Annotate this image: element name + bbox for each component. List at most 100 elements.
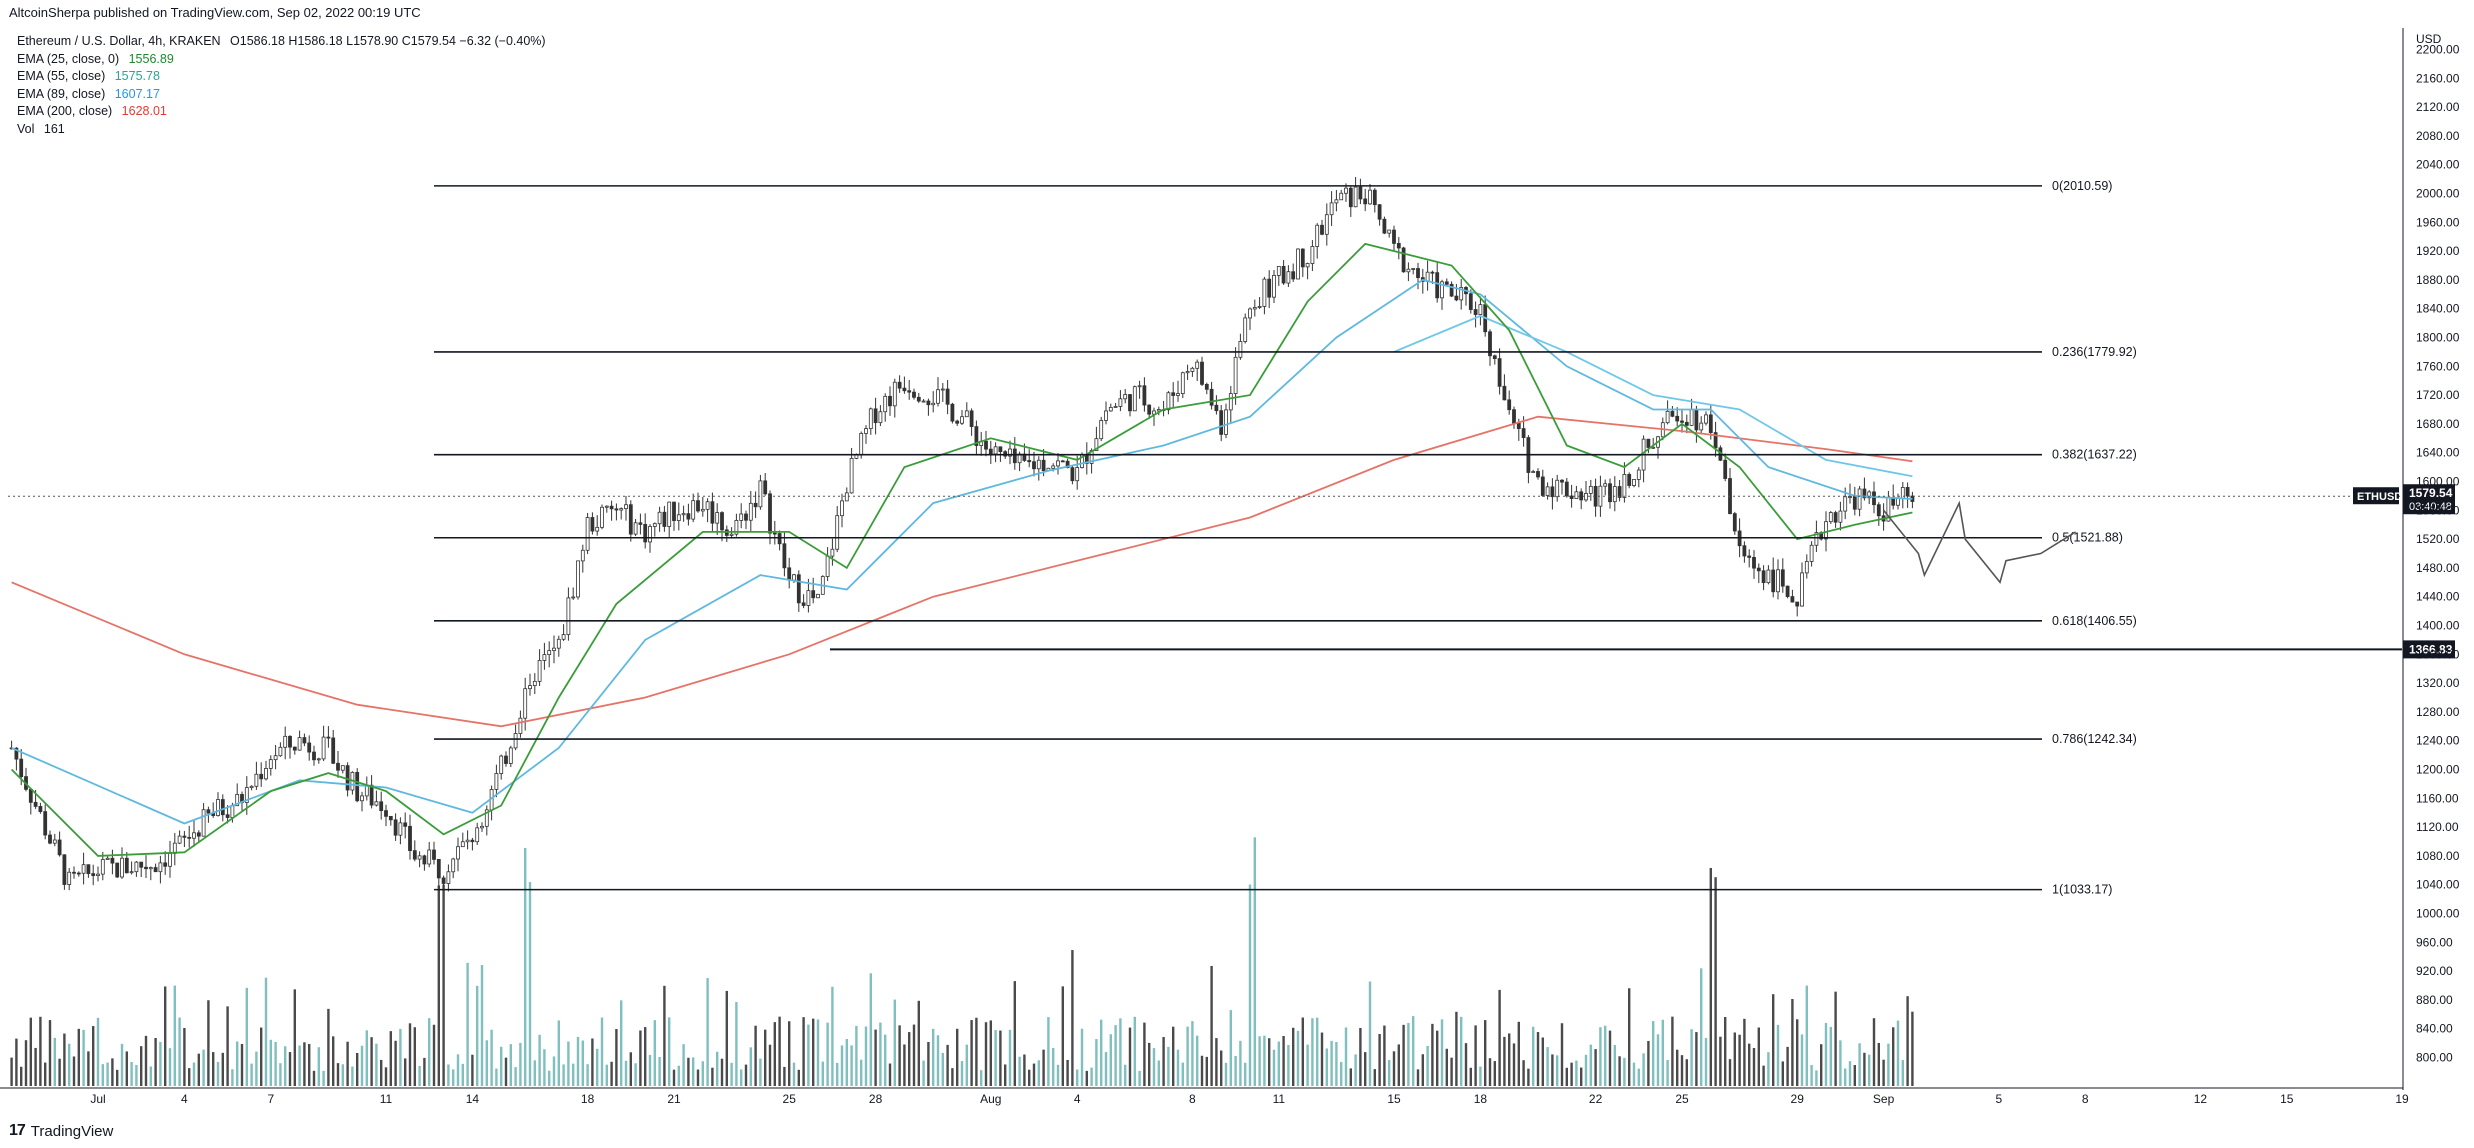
- volume-bar: [480, 965, 484, 1086]
- candle-body: [1785, 585, 1790, 597]
- volume-bar: [735, 1002, 738, 1086]
- volume-bar: [1647, 1040, 1650, 1086]
- candle-body: [38, 806, 43, 812]
- volume-bar: [24, 1040, 28, 1086]
- ema25-legend[interactable]: EMA (25, close, 0) 1556.89: [17, 51, 552, 69]
- candle-body: [1132, 386, 1137, 412]
- candle-body: [292, 746, 297, 751]
- candle-body: [1569, 495, 1574, 499]
- candle-body: [201, 809, 206, 837]
- candle-body: [345, 765, 350, 791]
- candle-body: [518, 717, 523, 734]
- volume-bar: [658, 1057, 661, 1086]
- volume-bar: [1700, 968, 1703, 1086]
- projection-path[interactable]: [1882, 500, 2077, 585]
- volume-bar: [1176, 1049, 1180, 1086]
- volume-bar: [336, 1063, 340, 1086]
- candlesticks: [9, 176, 1915, 892]
- candle-body: [1852, 496, 1857, 510]
- candle-body: [1291, 271, 1296, 280]
- ema55-legend[interactable]: EMA (55, close) 1575.78: [17, 68, 552, 86]
- candle-body: [1281, 265, 1286, 284]
- ema89-line[interactable]: [1393, 314, 1913, 478]
- volume-bar: [951, 1068, 954, 1086]
- candle-body: [14, 747, 19, 760]
- candle-body: [192, 832, 196, 839]
- candle-body: [1128, 394, 1132, 412]
- candle-body: [700, 508, 705, 512]
- candle-body: [360, 795, 364, 802]
- volume-bar: [1248, 884, 1252, 1086]
- volume-bar: [1594, 1049, 1597, 1086]
- volume-bar: [831, 986, 834, 1086]
- time-tick-label: 25: [783, 1092, 797, 1106]
- volume-bar: [1143, 1022, 1146, 1086]
- candle-body: [1646, 438, 1651, 448]
- candle-body: [268, 759, 273, 769]
- volume-bar: [783, 1066, 786, 1086]
- volume-bar: [1388, 1059, 1391, 1086]
- volume-bar: [644, 1027, 647, 1086]
- volume-bar: [1397, 1044, 1400, 1086]
- volume-bar: [1090, 1067, 1093, 1086]
- candle-body: [777, 533, 782, 545]
- symbol-name[interactable]: Ethereum / U.S. Dollar, 4h, KRAKEN: [17, 34, 221, 48]
- volume-bar: [1805, 985, 1808, 1086]
- volume-bar: [1364, 1052, 1367, 1086]
- volume-bar: [1613, 1045, 1616, 1086]
- candle-body: [1833, 512, 1838, 523]
- volume-bar: [764, 1029, 767, 1086]
- candle-body: [681, 513, 686, 516]
- volume-bar: [615, 1029, 618, 1086]
- candle-body: [1579, 491, 1584, 501]
- volume-bar: [946, 1044, 949, 1086]
- tradingview-brand[interactable]: 17 TradingView: [9, 1122, 113, 1140]
- candle-body: [744, 513, 748, 521]
- volume-label: Vol: [17, 121, 35, 136]
- projection-line[interactable]: [1882, 500, 2077, 585]
- candle-body: [110, 857, 115, 864]
- candle-body: [1008, 448, 1012, 457]
- volume-bar: [1268, 1038, 1271, 1086]
- fib-retracement[interactable]: 0(2010.59) 0.236(1779.92) 0.382(1637.22) 0.…: [8, 179, 2455, 897]
- price-tick-label: 2120.00: [2416, 100, 2460, 114]
- volume-bar: [197, 1053, 200, 1086]
- volume-bar: [1431, 1023, 1434, 1086]
- volume-bar: [672, 1069, 676, 1086]
- volume-bar: [1508, 1033, 1511, 1086]
- volume-bar: [456, 1054, 460, 1086]
- candle-body: [825, 555, 830, 577]
- ema89-legend[interactable]: EMA (89, close) 1607.17: [17, 86, 552, 104]
- candle-body: [528, 685, 532, 690]
- candle-body: [1828, 512, 1833, 523]
- ema55-label: EMA (55, close): [17, 69, 106, 83]
- candle-body: [1843, 496, 1848, 512]
- candle-body: [1401, 247, 1406, 273]
- volume-bar: [1378, 1034, 1381, 1086]
- candle-body: [62, 854, 67, 885]
- volume-bar: [730, 1062, 733, 1086]
- candle-body: [1185, 371, 1190, 374]
- volume-bar: [1052, 1047, 1055, 1086]
- ema25-line[interactable]: [10, 242, 1913, 857]
- volume-legend[interactable]: Vol 161: [17, 121, 552, 139]
- price-tick-label: 2040.00: [2416, 158, 2460, 172]
- candle-body: [873, 408, 878, 424]
- candle-body: [628, 504, 633, 535]
- candle-body: [1795, 601, 1800, 607]
- ema200-line[interactable]: [11, 415, 1913, 728]
- price-tick-label: 1800.00: [2416, 331, 2460, 345]
- volume-bar: [159, 1041, 162, 1086]
- volume-bar: [1719, 1036, 1722, 1086]
- ema200-legend[interactable]: EMA (200, close) 1628.01: [17, 103, 552, 121]
- volume-bar: [1728, 1059, 1732, 1086]
- candle-body: [811, 590, 816, 599]
- time-axis[interactable]: Jul 4 7 11 14 18 21 25 28 Aug 4 8 11 15 18 22 25 29 Sep 5 8 1…: [0, 1087, 2409, 1106]
- ema55-line[interactable]: [11, 278, 1913, 825]
- volume-bar: [802, 1017, 805, 1086]
- candle-body: [1353, 186, 1358, 208]
- volume-bar: [1407, 1022, 1410, 1086]
- price-tick-label: 1240.00: [2416, 734, 2460, 748]
